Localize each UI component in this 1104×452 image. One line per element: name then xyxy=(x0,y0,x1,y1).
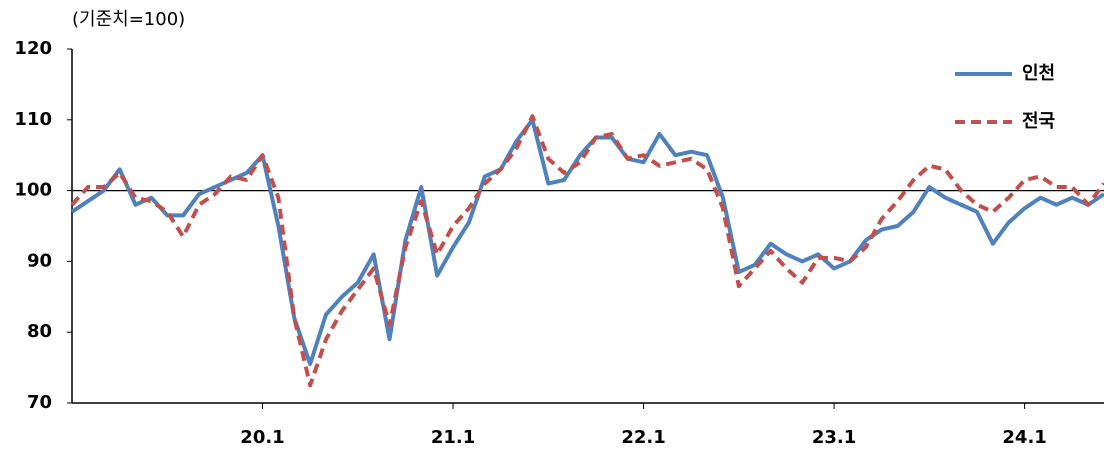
y-axis-label: (기준치=100) xyxy=(72,9,185,30)
legend-label: 전국 xyxy=(1022,111,1055,132)
y-tick-label: 70 xyxy=(27,392,52,413)
y-tick-label: 110 xyxy=(14,109,52,130)
y-tick-label: 90 xyxy=(27,250,52,271)
y-tick-label: 80 xyxy=(27,321,52,342)
series-line xyxy=(70,117,1104,367)
x-tick-label: 21.1 xyxy=(431,427,475,448)
x-tick-label: 22.1 xyxy=(621,427,665,448)
legend-label: 인천 xyxy=(1022,63,1055,84)
x-tick-label: 20.1 xyxy=(240,427,284,448)
y-tick-label: 100 xyxy=(14,180,52,201)
x-tick-label: 24.1 xyxy=(1002,427,1046,448)
y-tick-label: 120 xyxy=(14,38,52,59)
series-line xyxy=(70,114,1104,388)
x-tick-label: 23.1 xyxy=(812,427,856,448)
